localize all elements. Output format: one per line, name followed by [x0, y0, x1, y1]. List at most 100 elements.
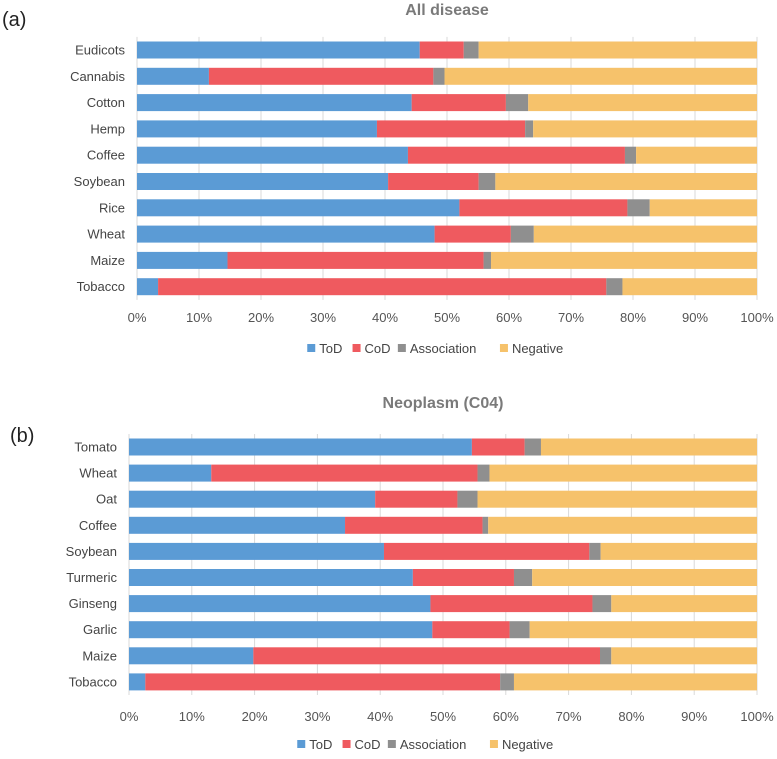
bar-cod-wheat [211, 464, 478, 482]
bar-cod-soybean [383, 542, 590, 560]
bar-tod-maize [137, 251, 228, 269]
bar-cod-tomato [471, 438, 525, 456]
bar-cod-ginseng [430, 595, 593, 613]
bar-cod-hemp [376, 120, 526, 138]
category-label: Cannabis [70, 69, 125, 84]
x-tick-label: 50% [434, 310, 460, 325]
bar-tod-cotton [137, 94, 412, 112]
legend-label-association: Association [400, 737, 466, 752]
bar-negative-coffee [488, 516, 757, 534]
bar-cod-turmeric [412, 569, 514, 586]
category-label: Hemp [90, 121, 125, 136]
bar-association-tobacco [606, 278, 623, 296]
bar-cod-coffee [345, 516, 483, 534]
category-label: Soybean [66, 544, 117, 559]
bar-association-tomato [524, 438, 541, 456]
category-label: Maize [82, 648, 117, 663]
legend-swatch-cod [352, 344, 361, 352]
x-tick-label: 60% [493, 709, 519, 724]
category-label: Wheat [79, 466, 117, 481]
bar-tod-turmeric [129, 569, 413, 586]
panel-label: (b) [10, 425, 34, 447]
bar-negative-wheat [533, 225, 757, 243]
bar-cod-wheat [434, 225, 511, 243]
legend-swatch-association [397, 344, 406, 352]
category-label: Coffee [87, 148, 125, 163]
bar-tod-tobacco [137, 278, 159, 296]
category-label: Soybean [74, 174, 125, 189]
bar-negative-cotton [528, 94, 757, 112]
bar-association-hemp [525, 120, 534, 138]
bar-cod-maize [253, 647, 600, 665]
bar-association-maize [600, 647, 612, 665]
bar-association-soybean [478, 173, 496, 190]
x-tick-label: 80% [620, 310, 646, 325]
x-tick-label: 90% [682, 310, 708, 325]
bar-negative-maize [611, 647, 757, 665]
bar-cod-oat [375, 490, 458, 508]
x-tick-label: 60% [496, 310, 522, 325]
legend-label-tod: ToD [309, 737, 332, 752]
bar-association-cannabis [433, 67, 445, 85]
bar-negative-soybean [495, 173, 757, 190]
legend-swatch-tod [297, 740, 306, 748]
bar-cod-garlic [432, 621, 510, 639]
bar-negative-tomato [540, 438, 757, 456]
legend-label-association: Association [410, 341, 476, 356]
bar-cod-maize [227, 251, 484, 269]
bar-tod-tomato [129, 438, 472, 456]
bar-tod-wheat [137, 225, 435, 243]
bar-association-maize [483, 251, 492, 269]
x-tick-label: 40% [367, 709, 393, 724]
panel-label: (a) [2, 9, 26, 31]
x-tick-label: 20% [248, 310, 274, 325]
bar-tod-tobacco [129, 673, 146, 691]
legend-label-cod: CoD [355, 737, 381, 752]
x-tick-label: 0% [120, 709, 139, 724]
x-tick-label: 90% [681, 709, 707, 724]
bar-tod-soybean [137, 173, 389, 190]
bar-negative-tobacco [513, 673, 757, 691]
x-tick-label: 80% [618, 709, 644, 724]
bar-association-coffee [624, 146, 637, 164]
bar-cod-soybean [388, 173, 479, 190]
bar-tod-rice [137, 199, 460, 217]
x-tick-label: 100% [740, 709, 774, 724]
bar-tod-coffee [137, 146, 408, 164]
x-tick-label: 40% [372, 310, 398, 325]
category-label: Wheat [87, 227, 125, 242]
bar-negative-hemp [533, 120, 757, 138]
bar-negative-tobacco [622, 278, 757, 296]
category-label: Eudicots [75, 43, 125, 58]
legend-label-negative: Negative [502, 737, 553, 752]
x-tick-label: 20% [242, 709, 268, 724]
bar-association-eudicots [463, 41, 479, 59]
bar-cod-cannabis [208, 67, 434, 85]
bar-tod-garlic [129, 621, 433, 639]
bar-tod-oat [129, 490, 376, 508]
bar-tod-ginseng [129, 595, 431, 613]
x-tick-label: 50% [430, 709, 456, 724]
legend-swatch-negative [499, 344, 508, 352]
bar-negative-soybean [600, 542, 757, 560]
legend-swatch-cod [342, 740, 351, 748]
bar-tod-maize [129, 647, 254, 665]
chart-title: Neoplasm (C04) [383, 395, 504, 412]
bar-negative-maize [491, 251, 757, 269]
bar-tod-wheat [129, 464, 212, 482]
bar-association-garlic [509, 621, 530, 639]
bar-tod-hemp [137, 120, 377, 138]
category-label: Turmeric [66, 570, 117, 585]
bar-negative-oat [477, 490, 757, 508]
x-tick-label: 30% [310, 310, 336, 325]
category-label: Tobacco [69, 674, 117, 689]
legend-swatch-negative [489, 740, 498, 748]
bar-association-coffee [482, 516, 489, 534]
bar-cod-eudicots [419, 41, 464, 59]
bar-cod-cotton [411, 94, 506, 112]
legend-swatch-association [387, 740, 396, 748]
bar-negative-turmeric [532, 569, 757, 586]
bar-association-tobacco [500, 673, 514, 691]
category-label: Tobacco [77, 279, 125, 294]
x-tick-label: 100% [740, 310, 774, 325]
